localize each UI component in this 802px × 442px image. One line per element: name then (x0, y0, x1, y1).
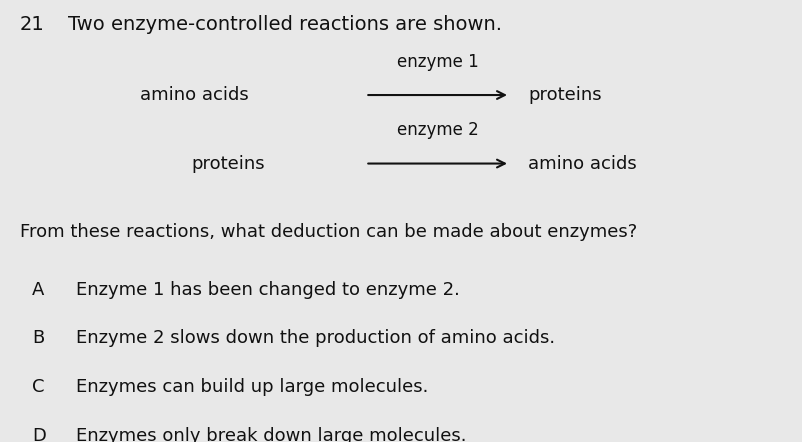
Text: D: D (32, 427, 46, 442)
Text: 21: 21 (20, 15, 45, 34)
Text: proteins: proteins (528, 86, 602, 104)
Text: A: A (32, 281, 44, 299)
Text: C: C (32, 378, 45, 396)
Text: amino acids: amino acids (528, 155, 636, 172)
Text: enzyme 1: enzyme 1 (396, 53, 478, 71)
Text: Two enzyme-controlled reactions are shown.: Two enzyme-controlled reactions are show… (68, 15, 501, 34)
Text: Enzyme 2 slows down the production of amino acids.: Enzyme 2 slows down the production of am… (76, 329, 555, 347)
Text: proteins: proteins (191, 155, 265, 172)
Text: Enzyme 1 has been changed to enzyme 2.: Enzyme 1 has been changed to enzyme 2. (76, 281, 460, 299)
Text: From these reactions, what deduction can be made about enzymes?: From these reactions, what deduction can… (20, 223, 637, 241)
Text: B: B (32, 329, 44, 347)
Text: enzyme 2: enzyme 2 (396, 121, 478, 139)
Text: Enzymes can build up large molecules.: Enzymes can build up large molecules. (76, 378, 428, 396)
Text: amino acids: amino acids (140, 86, 249, 104)
Text: Enzymes only break down large molecules.: Enzymes only break down large molecules. (76, 427, 466, 442)
